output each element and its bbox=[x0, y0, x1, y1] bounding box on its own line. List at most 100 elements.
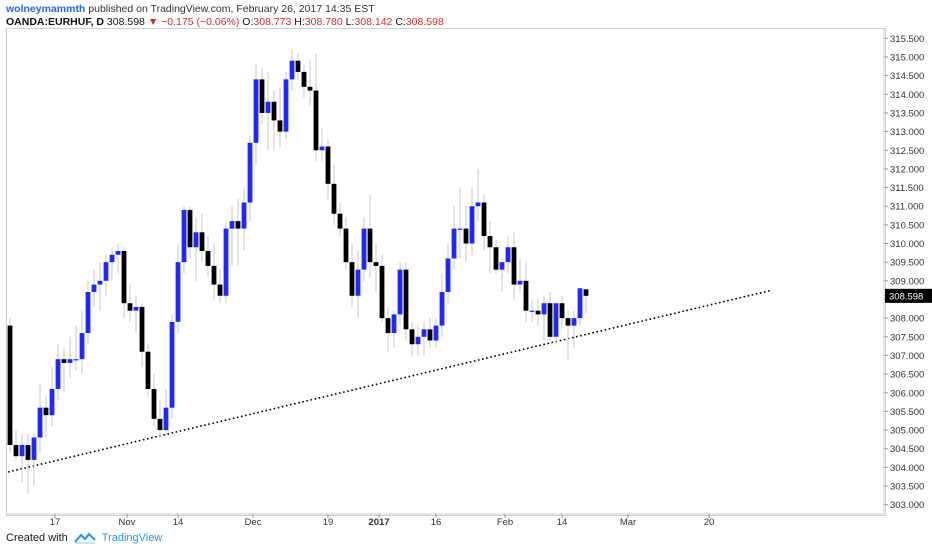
y-tick-label: 306.500 bbox=[890, 370, 924, 381]
candle-down bbox=[127, 303, 133, 311]
candle-up bbox=[283, 79, 289, 132]
candle-up bbox=[37, 407, 43, 438]
y-tick-label: 304.500 bbox=[890, 444, 924, 455]
candle-down bbox=[277, 120, 283, 132]
candle-down bbox=[349, 262, 355, 296]
candle-up bbox=[457, 228, 463, 230]
candle-up bbox=[229, 221, 235, 229]
candle-down bbox=[7, 325, 13, 445]
close-label: C: bbox=[395, 16, 406, 28]
candle-down bbox=[331, 183, 337, 214]
candle-up bbox=[175, 262, 181, 322]
candle-up bbox=[541, 303, 547, 315]
candle-down bbox=[481, 202, 487, 237]
symbol-info-bar: OANDA:EURHUF, D 308.598 ▼ −0.175 (−0.06%… bbox=[6, 16, 444, 29]
candle-down bbox=[151, 389, 157, 419]
candle-down bbox=[511, 247, 517, 285]
y-tick-label: 307.500 bbox=[890, 332, 924, 343]
candle-up bbox=[451, 228, 457, 259]
high-value: 308.780 bbox=[304, 16, 343, 28]
candle-down bbox=[385, 318, 391, 334]
low-label: L: bbox=[345, 16, 355, 28]
last-price-label: 308.598 bbox=[889, 291, 923, 302]
y-tick-label: 308.000 bbox=[890, 314, 924, 325]
y-tick-label: 304.000 bbox=[890, 463, 924, 474]
candle-down bbox=[259, 79, 265, 113]
candle-down bbox=[373, 262, 379, 266]
candle-up bbox=[289, 60, 295, 80]
candle-down bbox=[409, 329, 415, 345]
candle-down bbox=[325, 146, 331, 184]
candle-up bbox=[49, 389, 55, 416]
candle-up bbox=[361, 228, 367, 270]
y-tick-label: 306.000 bbox=[890, 388, 924, 399]
candle-down bbox=[235, 221, 241, 229]
candle-down bbox=[295, 60, 301, 72]
x-tick-label: 14 bbox=[557, 517, 568, 528]
y-tick-label: 309.500 bbox=[890, 258, 924, 269]
candle-up bbox=[19, 444, 25, 457]
candle-up bbox=[475, 202, 481, 207]
publish-header: wolneymammth published on TradingView.co… bbox=[6, 3, 375, 16]
candle-up bbox=[445, 258, 451, 293]
candle-down bbox=[427, 329, 433, 341]
y-tick-label: 303.000 bbox=[890, 500, 924, 511]
last-price: 308.598 bbox=[106, 16, 145, 28]
close-value: 308.598 bbox=[405, 16, 444, 28]
candle-down bbox=[367, 228, 373, 263]
candle-up bbox=[517, 280, 523, 285]
x-tick-label: Mar bbox=[620, 517, 636, 528]
open-value: 308.773 bbox=[253, 16, 292, 28]
candle-up bbox=[241, 202, 247, 229]
candle-down bbox=[337, 213, 343, 229]
y-tick-label: 307.000 bbox=[890, 351, 924, 362]
candle-down bbox=[205, 250, 211, 266]
candle-up bbox=[181, 209, 187, 263]
y-tick-label: 305.000 bbox=[890, 426, 924, 437]
y-tick-label: 314.000 bbox=[890, 90, 924, 101]
candle-up bbox=[247, 142, 253, 203]
candle-up bbox=[397, 269, 403, 315]
candle-up bbox=[163, 407, 169, 431]
candle-down bbox=[211, 265, 217, 285]
candle-down bbox=[43, 407, 49, 416]
y-tick-label: 311.500 bbox=[890, 183, 924, 194]
last-price-tag bbox=[885, 288, 932, 303]
candle-up bbox=[577, 288, 583, 319]
tradingview-brand[interactable]: TradingView bbox=[101, 532, 163, 544]
y-tick-label: 310.000 bbox=[890, 239, 924, 250]
candle-down bbox=[343, 228, 349, 263]
x-tick-label: 16 bbox=[431, 517, 442, 528]
candle-down bbox=[13, 444, 19, 457]
x-tick-label: 20 bbox=[704, 517, 715, 528]
candle-up bbox=[265, 101, 271, 113]
candle-up bbox=[133, 306, 139, 311]
candle-up bbox=[73, 359, 79, 361]
symbol-name[interactable]: OANDA:EURHUF, D bbox=[6, 16, 104, 28]
candle-up bbox=[529, 310, 535, 312]
y-tick-label: 312.000 bbox=[890, 164, 924, 175]
candle-down bbox=[535, 310, 541, 315]
x-tick-label: 19 bbox=[323, 517, 334, 528]
candle-up bbox=[553, 303, 559, 337]
x-tick-label: Feb bbox=[497, 517, 513, 528]
candle-down bbox=[403, 269, 409, 330]
candle-up bbox=[421, 329, 427, 337]
support-trendline[interactable] bbox=[4, 289, 773, 474]
candles-group bbox=[4, 49, 773, 494]
tradingview-logo-icon bbox=[74, 532, 96, 544]
candle-down bbox=[217, 284, 223, 296]
candle-up bbox=[67, 359, 73, 363]
author-name[interactable]: wolneymammth bbox=[6, 3, 86, 15]
candle-up bbox=[355, 269, 361, 296]
candle-up bbox=[433, 325, 439, 341]
candle-up bbox=[85, 292, 91, 334]
footer: Created with TradingView bbox=[6, 531, 162, 545]
candle-up bbox=[109, 254, 115, 263]
candle-up bbox=[319, 146, 325, 151]
candle-up bbox=[169, 321, 175, 408]
candle-down bbox=[25, 444, 31, 460]
candle-up bbox=[571, 318, 577, 326]
x-tick-label: 2017 bbox=[368, 517, 389, 528]
